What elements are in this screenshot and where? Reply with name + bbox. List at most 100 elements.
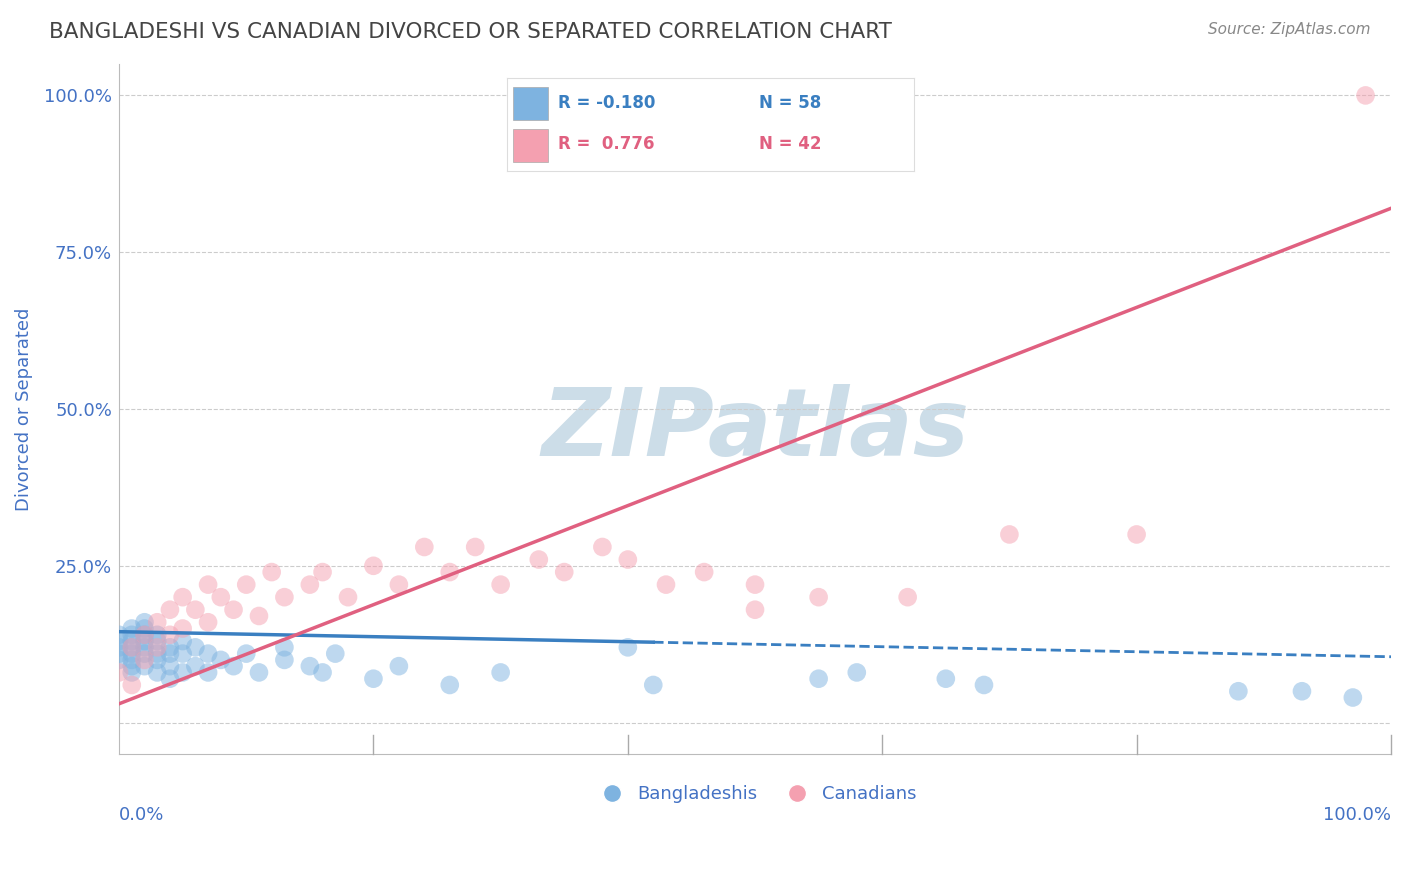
Point — [247, 609, 270, 624]
Point — [643, 678, 665, 692]
Point — [184, 659, 207, 673]
Point — [172, 622, 194, 636]
Point — [273, 590, 295, 604]
Point — [121, 665, 143, 680]
Point — [108, 628, 131, 642]
Point — [121, 628, 143, 642]
Point — [121, 634, 143, 648]
Point — [323, 647, 346, 661]
Point — [209, 653, 232, 667]
Point — [108, 665, 131, 680]
Point — [134, 634, 156, 648]
Point — [1125, 527, 1147, 541]
Point — [935, 672, 957, 686]
Point — [121, 640, 143, 655]
Point — [146, 634, 169, 648]
Text: Source: ZipAtlas.com: Source: ZipAtlas.com — [1208, 22, 1371, 37]
Point — [197, 615, 219, 630]
Point — [489, 665, 512, 680]
Point — [273, 640, 295, 655]
Point — [388, 577, 411, 591]
Text: ZIPatlas: ZIPatlas — [541, 384, 969, 475]
Point — [439, 678, 461, 692]
Point — [134, 653, 156, 667]
Point — [108, 640, 131, 655]
Point — [363, 672, 385, 686]
Text: BANGLADESHI VS CANADIAN DIVORCED OR SEPARATED CORRELATION CHART: BANGLADESHI VS CANADIAN DIVORCED OR SEPA… — [49, 22, 891, 42]
Point — [159, 647, 181, 661]
Point — [222, 603, 245, 617]
Point — [134, 628, 156, 642]
Point — [655, 577, 678, 591]
Point — [146, 628, 169, 642]
Point — [121, 622, 143, 636]
Point — [973, 678, 995, 692]
Point — [222, 659, 245, 673]
Point — [235, 647, 257, 661]
Point — [108, 653, 131, 667]
Point — [121, 678, 143, 692]
Point — [235, 577, 257, 591]
Point — [172, 665, 194, 680]
Point — [311, 565, 333, 579]
Point — [209, 590, 232, 604]
Point — [464, 540, 486, 554]
Point — [146, 665, 169, 680]
Point — [159, 628, 181, 642]
Point — [897, 590, 920, 604]
Point — [121, 647, 143, 661]
Point — [1227, 684, 1250, 698]
Point — [159, 603, 181, 617]
Point — [1354, 88, 1376, 103]
Point — [388, 659, 411, 673]
Point — [172, 590, 194, 604]
Point — [845, 665, 868, 680]
Point — [693, 565, 716, 579]
Point — [108, 634, 131, 648]
Point — [108, 647, 131, 661]
Point — [159, 672, 181, 686]
Point — [744, 603, 766, 617]
Point — [998, 527, 1021, 541]
Point — [311, 665, 333, 680]
Point — [527, 552, 550, 566]
Point — [489, 577, 512, 591]
Point — [197, 577, 219, 591]
Point — [146, 640, 169, 655]
Point — [807, 672, 830, 686]
Point — [591, 540, 613, 554]
Point — [121, 659, 143, 673]
Y-axis label: Divorced or Separated: Divorced or Separated — [15, 308, 32, 511]
Point — [298, 577, 321, 591]
Point — [134, 628, 156, 642]
Point — [617, 552, 640, 566]
Point — [1341, 690, 1364, 705]
Point — [134, 659, 156, 673]
Point — [172, 634, 194, 648]
Point — [146, 653, 169, 667]
Point — [121, 653, 143, 667]
Point — [159, 640, 181, 655]
Point — [247, 665, 270, 680]
Point — [273, 653, 295, 667]
Point — [134, 647, 156, 661]
Point — [617, 640, 640, 655]
Point — [159, 659, 181, 673]
Text: 0.0%: 0.0% — [120, 805, 165, 823]
Text: 100.0%: 100.0% — [1323, 805, 1391, 823]
Point — [134, 615, 156, 630]
Point — [197, 647, 219, 661]
Point — [146, 615, 169, 630]
Point — [172, 647, 194, 661]
Point — [807, 590, 830, 604]
Point — [134, 640, 156, 655]
Point — [553, 565, 575, 579]
Point — [744, 577, 766, 591]
Point — [121, 640, 143, 655]
Point — [184, 640, 207, 655]
Point — [146, 647, 169, 661]
Point — [363, 558, 385, 573]
Point — [134, 622, 156, 636]
Point — [337, 590, 360, 604]
Point — [413, 540, 436, 554]
